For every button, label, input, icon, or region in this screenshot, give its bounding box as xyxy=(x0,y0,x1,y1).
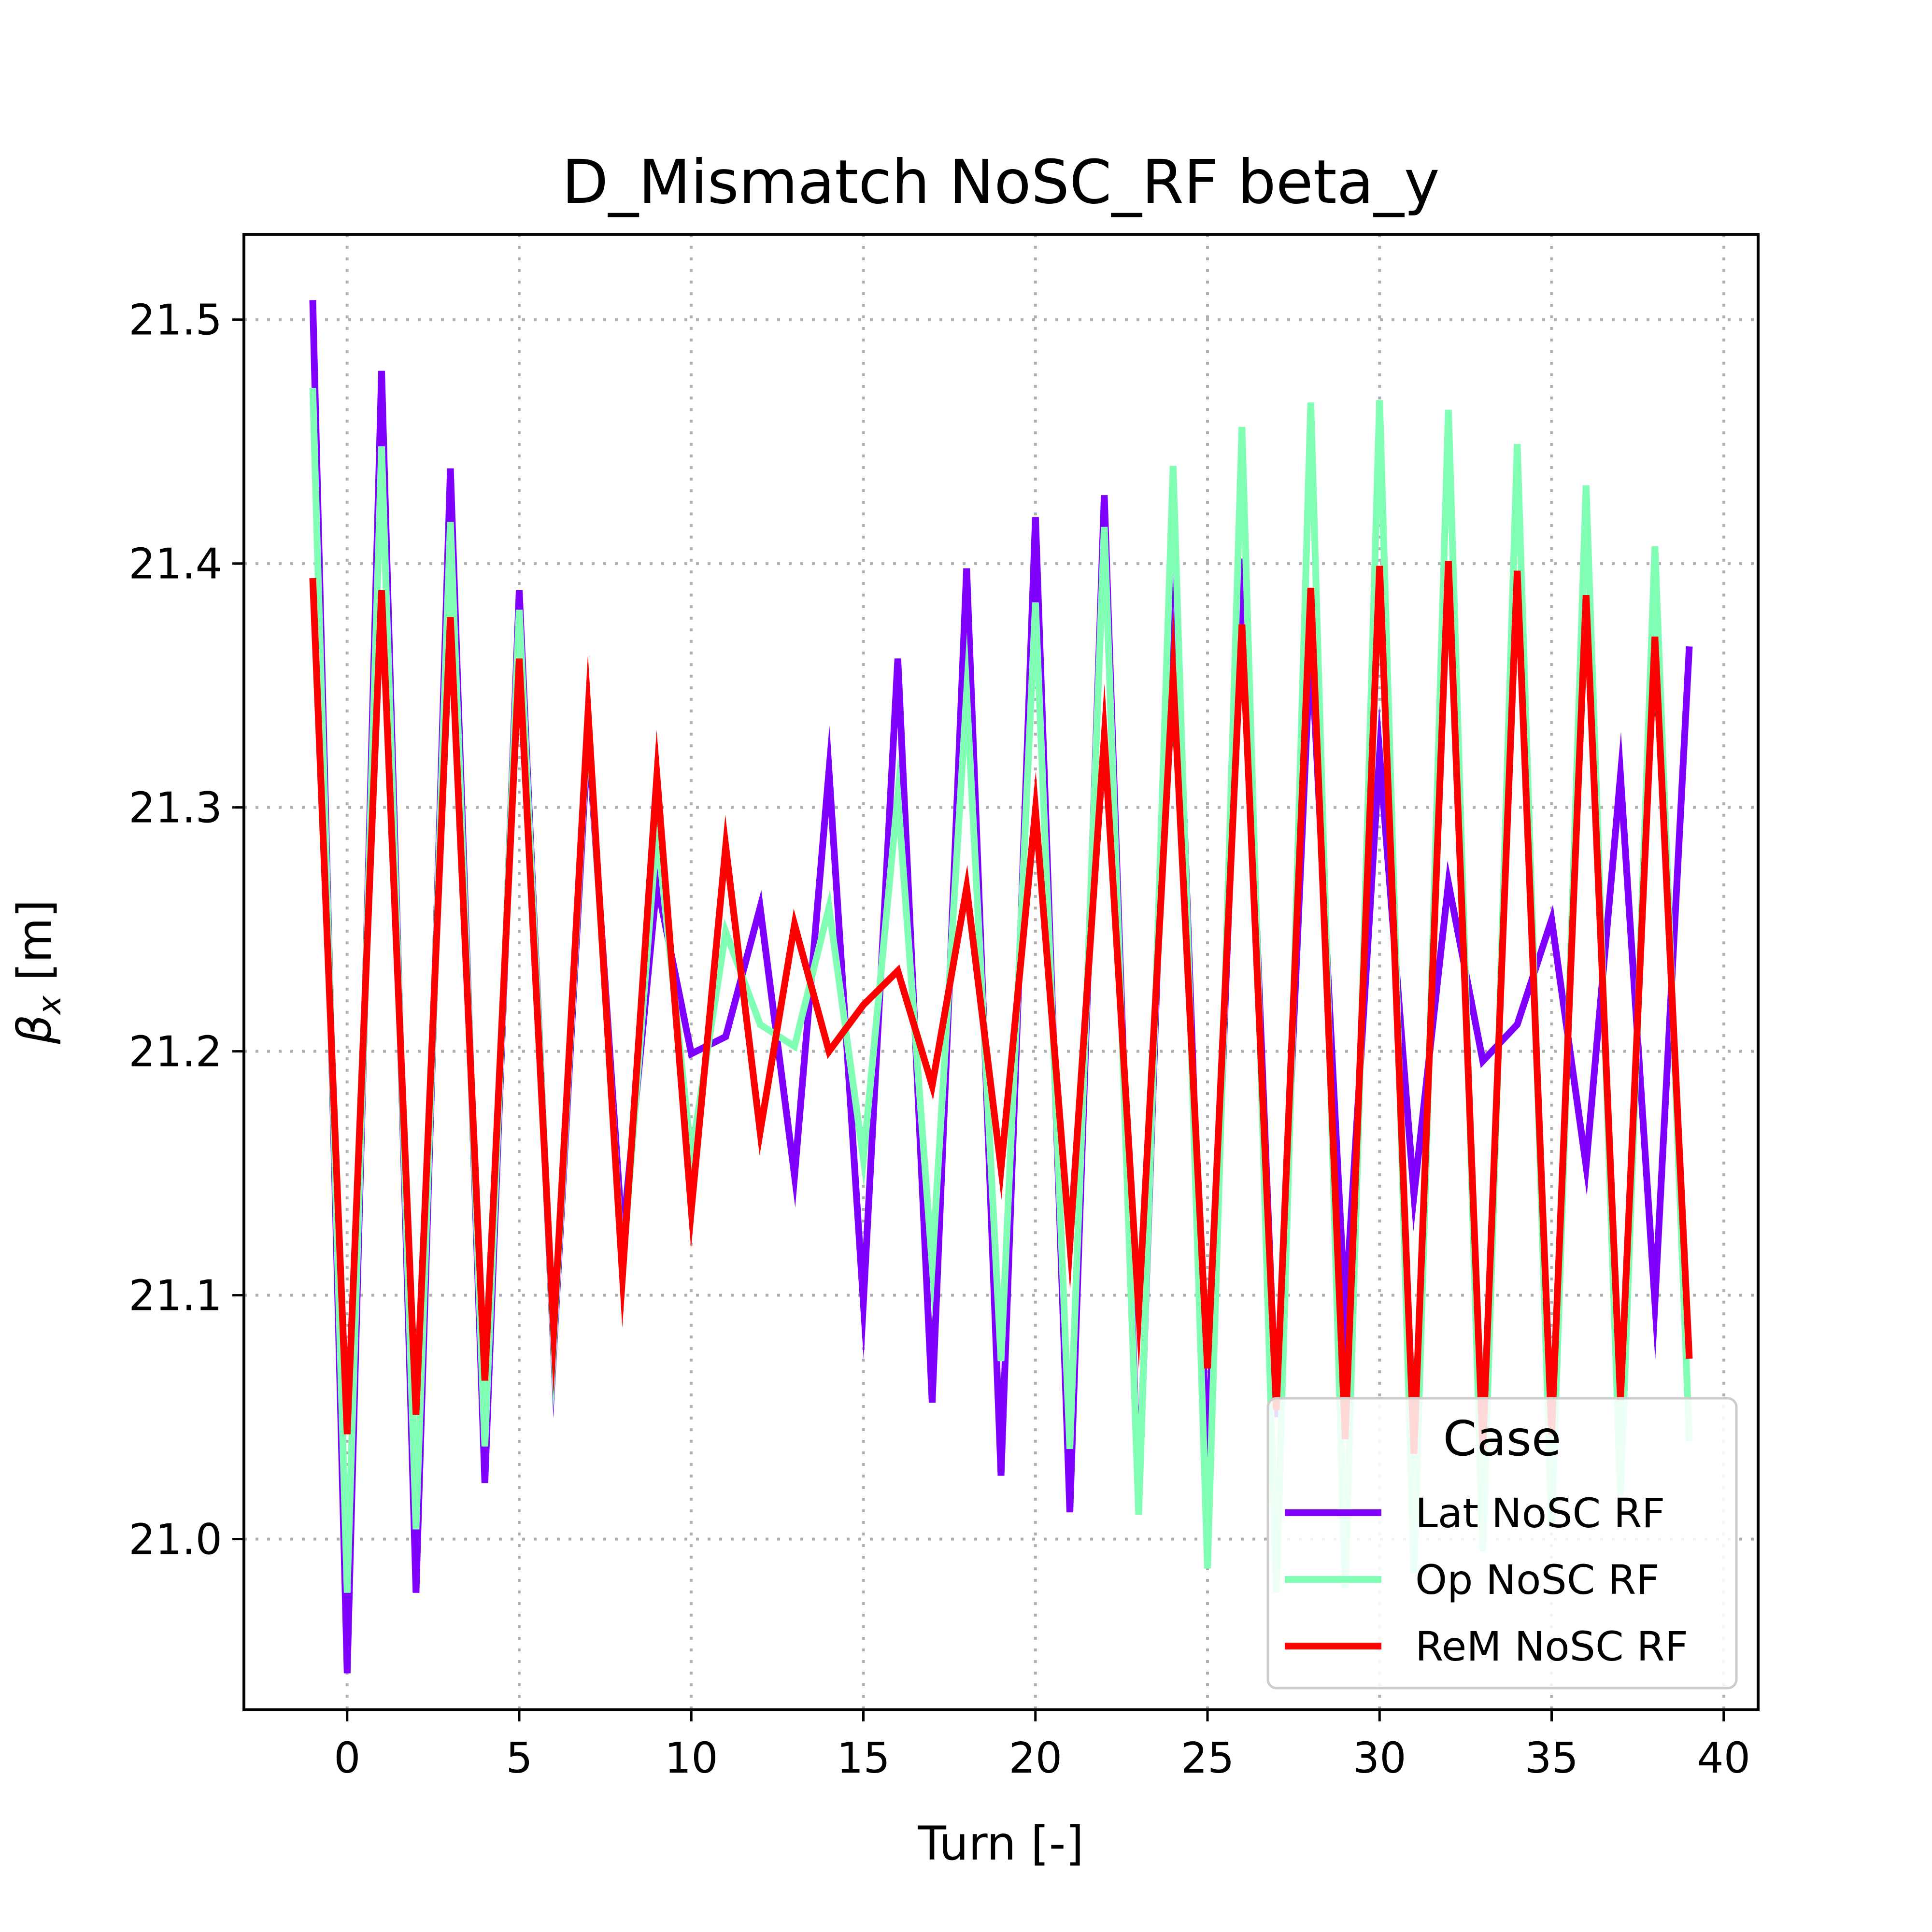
legend-box xyxy=(1266,1397,1738,1690)
y-axis-ticks: 21.0 21.1 21.2 21.3 21.4 21.5 xyxy=(128,296,244,1564)
legend-label-2: Op NoSC RF xyxy=(1415,1556,1660,1604)
x-tick-label: 20 xyxy=(1009,1733,1062,1783)
x-tick-label: 40 xyxy=(1697,1733,1750,1783)
y-tick-label: 21.5 xyxy=(128,296,222,345)
x-tick-label: 5 xyxy=(506,1733,532,1783)
x-tick-label: 35 xyxy=(1525,1733,1578,1783)
chart-title: D_Mismatch NoSC_RF beta_y xyxy=(562,147,1439,217)
y-tick-label: 21.1 xyxy=(128,1271,222,1321)
series-lines xyxy=(309,300,1693,1674)
y-axis-title: βx [m] xyxy=(8,899,68,1044)
x-axis-title: Turn [-] xyxy=(917,1817,1084,1871)
legend-label-3: ReM NoSC RF xyxy=(1415,1623,1688,1670)
plot-frame xyxy=(242,233,1760,1711)
series-line-3 xyxy=(309,561,1693,1454)
x-tick-label: 30 xyxy=(1353,1733,1406,1783)
x-tick-label: 15 xyxy=(837,1733,890,1783)
legend-label-1: Lat NoSC RF xyxy=(1415,1490,1665,1537)
x-tick-label: 0 xyxy=(334,1733,360,1783)
legend-title: Case xyxy=(1443,1410,1562,1467)
y-axis-title-unit: [m] xyxy=(8,899,62,995)
y-tick-label: 21.2 xyxy=(128,1027,222,1077)
y-tick-label: 21.3 xyxy=(128,783,222,833)
x-axis-ticks: 0 5 10 15 20 25 30 35 40 xyxy=(334,1710,1750,1783)
y-tick-label: 21.0 xyxy=(128,1515,222,1564)
x-tick-label: 10 xyxy=(665,1733,718,1783)
legend-items: Lat NoSC RF Op NoSC RF ReM NoSC RF xyxy=(1285,1490,1688,1670)
y-axis-title-symbol: β xyxy=(8,1014,62,1044)
y-tick-label: 21.4 xyxy=(128,540,222,589)
legend: Case Lat NoSC RF Op NoSC RF ReM NoSC RF xyxy=(1266,1397,1738,1690)
x-tick-label: 25 xyxy=(1181,1733,1235,1783)
y-axis-title-subscript: x xyxy=(31,995,68,1015)
